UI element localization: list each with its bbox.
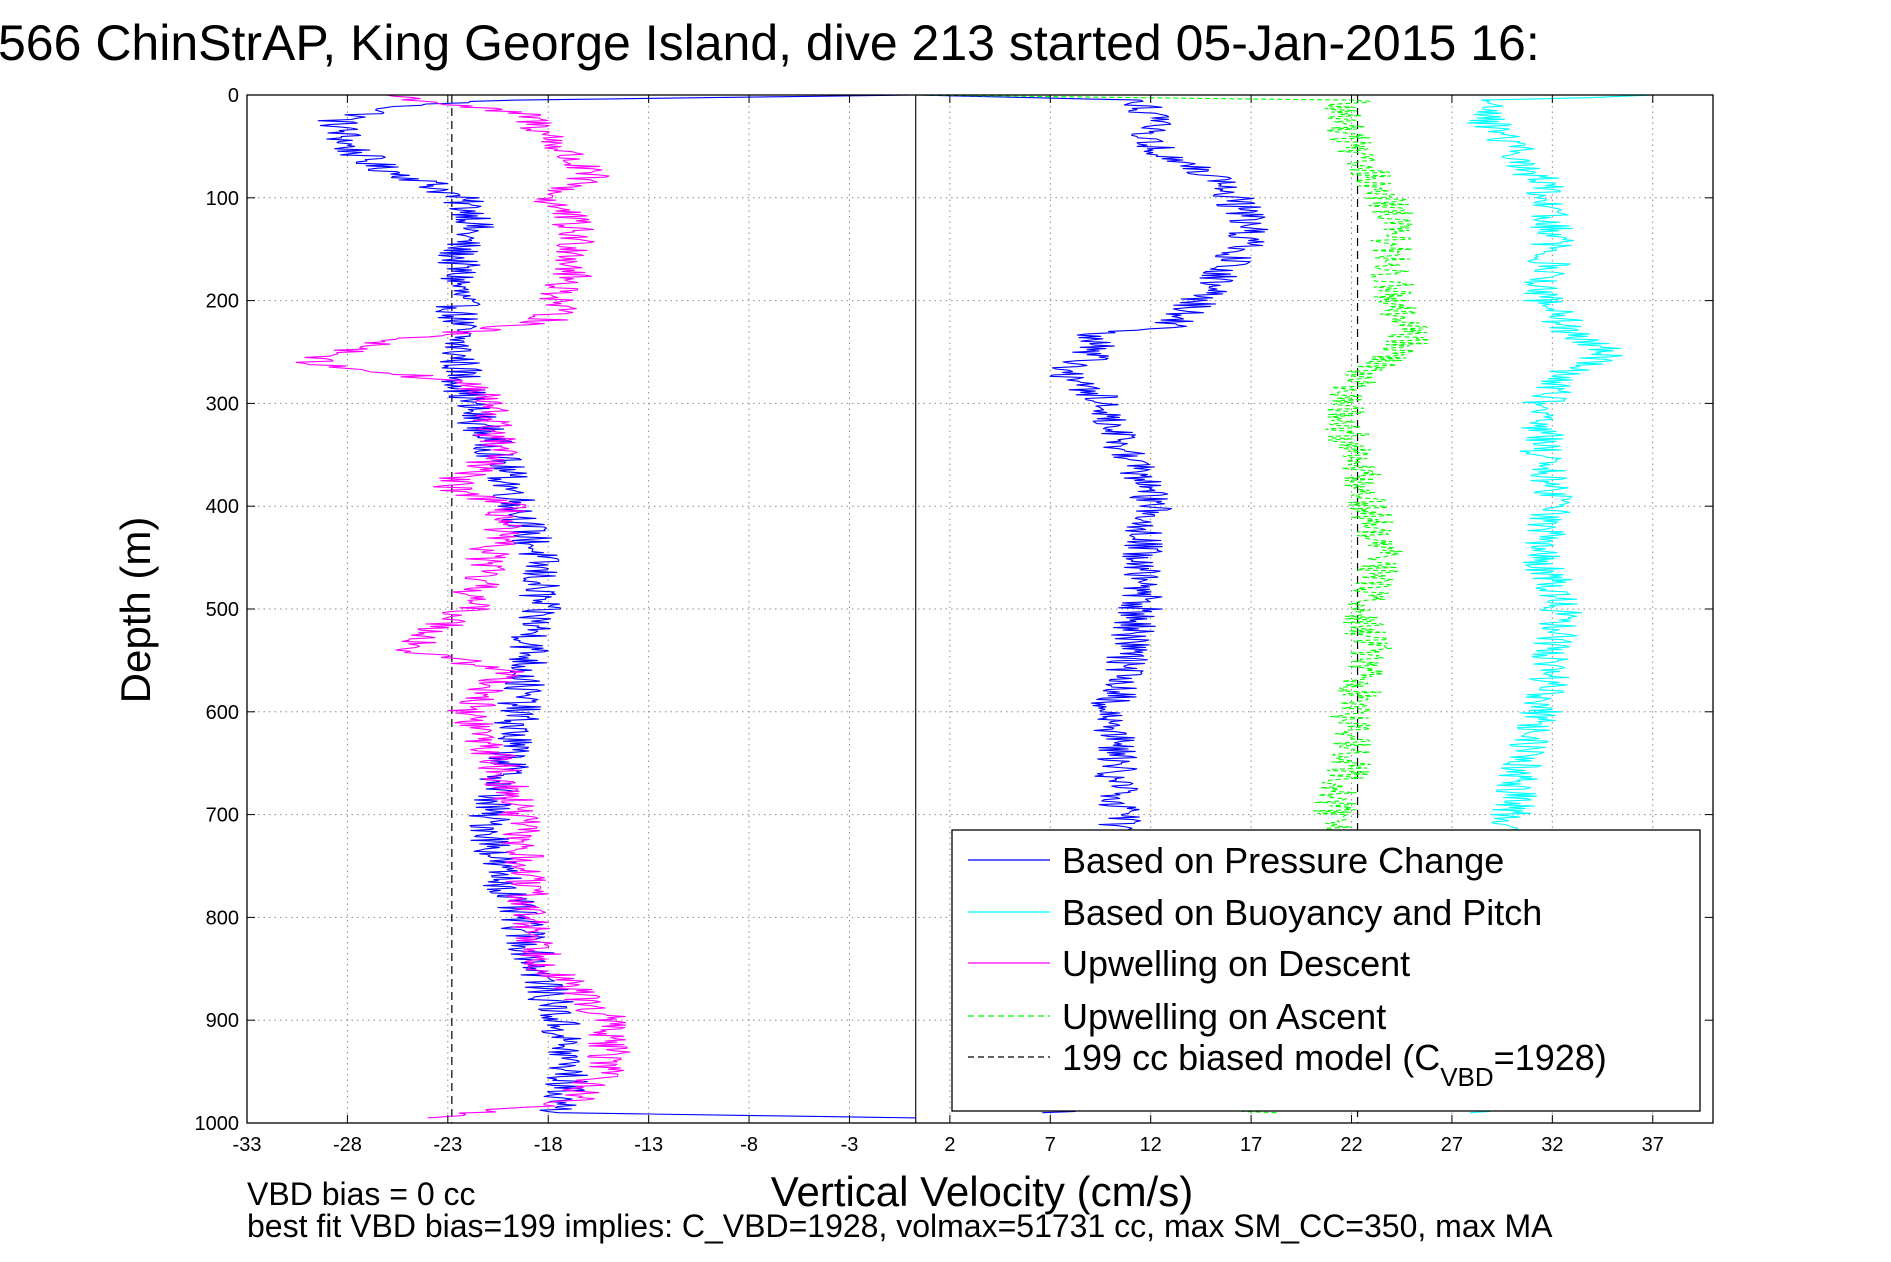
legend: Based on Pressure Change Based on Buoyan… [951,829,1701,1112]
y-tick-label: 200 [206,291,239,313]
model-lines [451,95,1359,1123]
x-tick-label: -18 [534,1134,563,1156]
y-axis-ticks: 0 100 200 300 400 500 600 700 800 900 1000 [195,85,1713,1135]
legend-label-up-descent: Upwelling on Descent [1062,943,1410,984]
x-tick-label: 7 [1045,1134,1056,1156]
x-tick-label: -8 [740,1134,758,1156]
y-tick-label: 400 [206,496,239,518]
legend-box [951,829,1701,1112]
y-tick-label: 700 [206,805,239,827]
y-axis-label: Depth (m) [112,517,159,704]
y-tick-label: 500 [206,599,239,621]
best-fit-text: best fit VBD bias=199 implies: C_VBD=192… [247,1208,1553,1244]
y-tick-label: 300 [206,393,239,415]
x-tick-label: -3 [841,1134,859,1156]
vbd-bias-text: VBD bias = 0 cc [247,1176,476,1212]
chart-title: 566 ChinStrAP, King George Island, dive … [0,15,1540,71]
x-tick-label: -33 [233,1134,262,1156]
x-tick-label: 12 [1140,1134,1162,1156]
x-axis-label: Vertical Velocity (cm/s) [771,1168,1193,1215]
x-tick-label: 32 [1541,1134,1563,1156]
legend-label-buoyancy: Based on Buoyancy and Pitch [1062,892,1542,933]
legend-label-model: 199 cc biased model (CVBD=1928) [1062,1037,1607,1092]
legend-model-suffix: =1928) [1494,1037,1607,1078]
series-up_descent [295,94,631,1119]
y-tick-label: 0 [228,85,239,107]
x-tick-label: -13 [634,1134,663,1156]
legend-label-up-ascent: Upwelling on Ascent [1062,996,1386,1037]
x-tick-label: 27 [1441,1134,1463,1156]
y-tick-label: 1000 [195,1113,240,1135]
legend-label-pressure: Based on Pressure Change [1062,840,1504,881]
y-tick-label: 800 [206,907,239,929]
legend-model-sub: VBD [1440,1062,1493,1092]
x-axis-ticks: -33 -28 -23 -18 -13 -8 -3 2 7 12 17 22 27 32 37 [233,95,1664,1156]
x-tick-label: 22 [1340,1134,1362,1156]
y-tick-label: 900 [206,1010,239,1032]
x-tick-label: -28 [333,1134,362,1156]
x-tick-label: -23 [433,1134,462,1156]
x-tick-label: 2 [944,1134,955,1156]
x-tick-label: 17 [1240,1134,1262,1156]
legend-model-prefix: 199 cc biased model (C [1062,1037,1440,1078]
x-tick-label: 37 [1642,1134,1664,1156]
series-pressure_descent [317,94,916,1119]
y-tick-label: 100 [206,188,239,210]
y-tick-label: 600 [206,702,239,724]
